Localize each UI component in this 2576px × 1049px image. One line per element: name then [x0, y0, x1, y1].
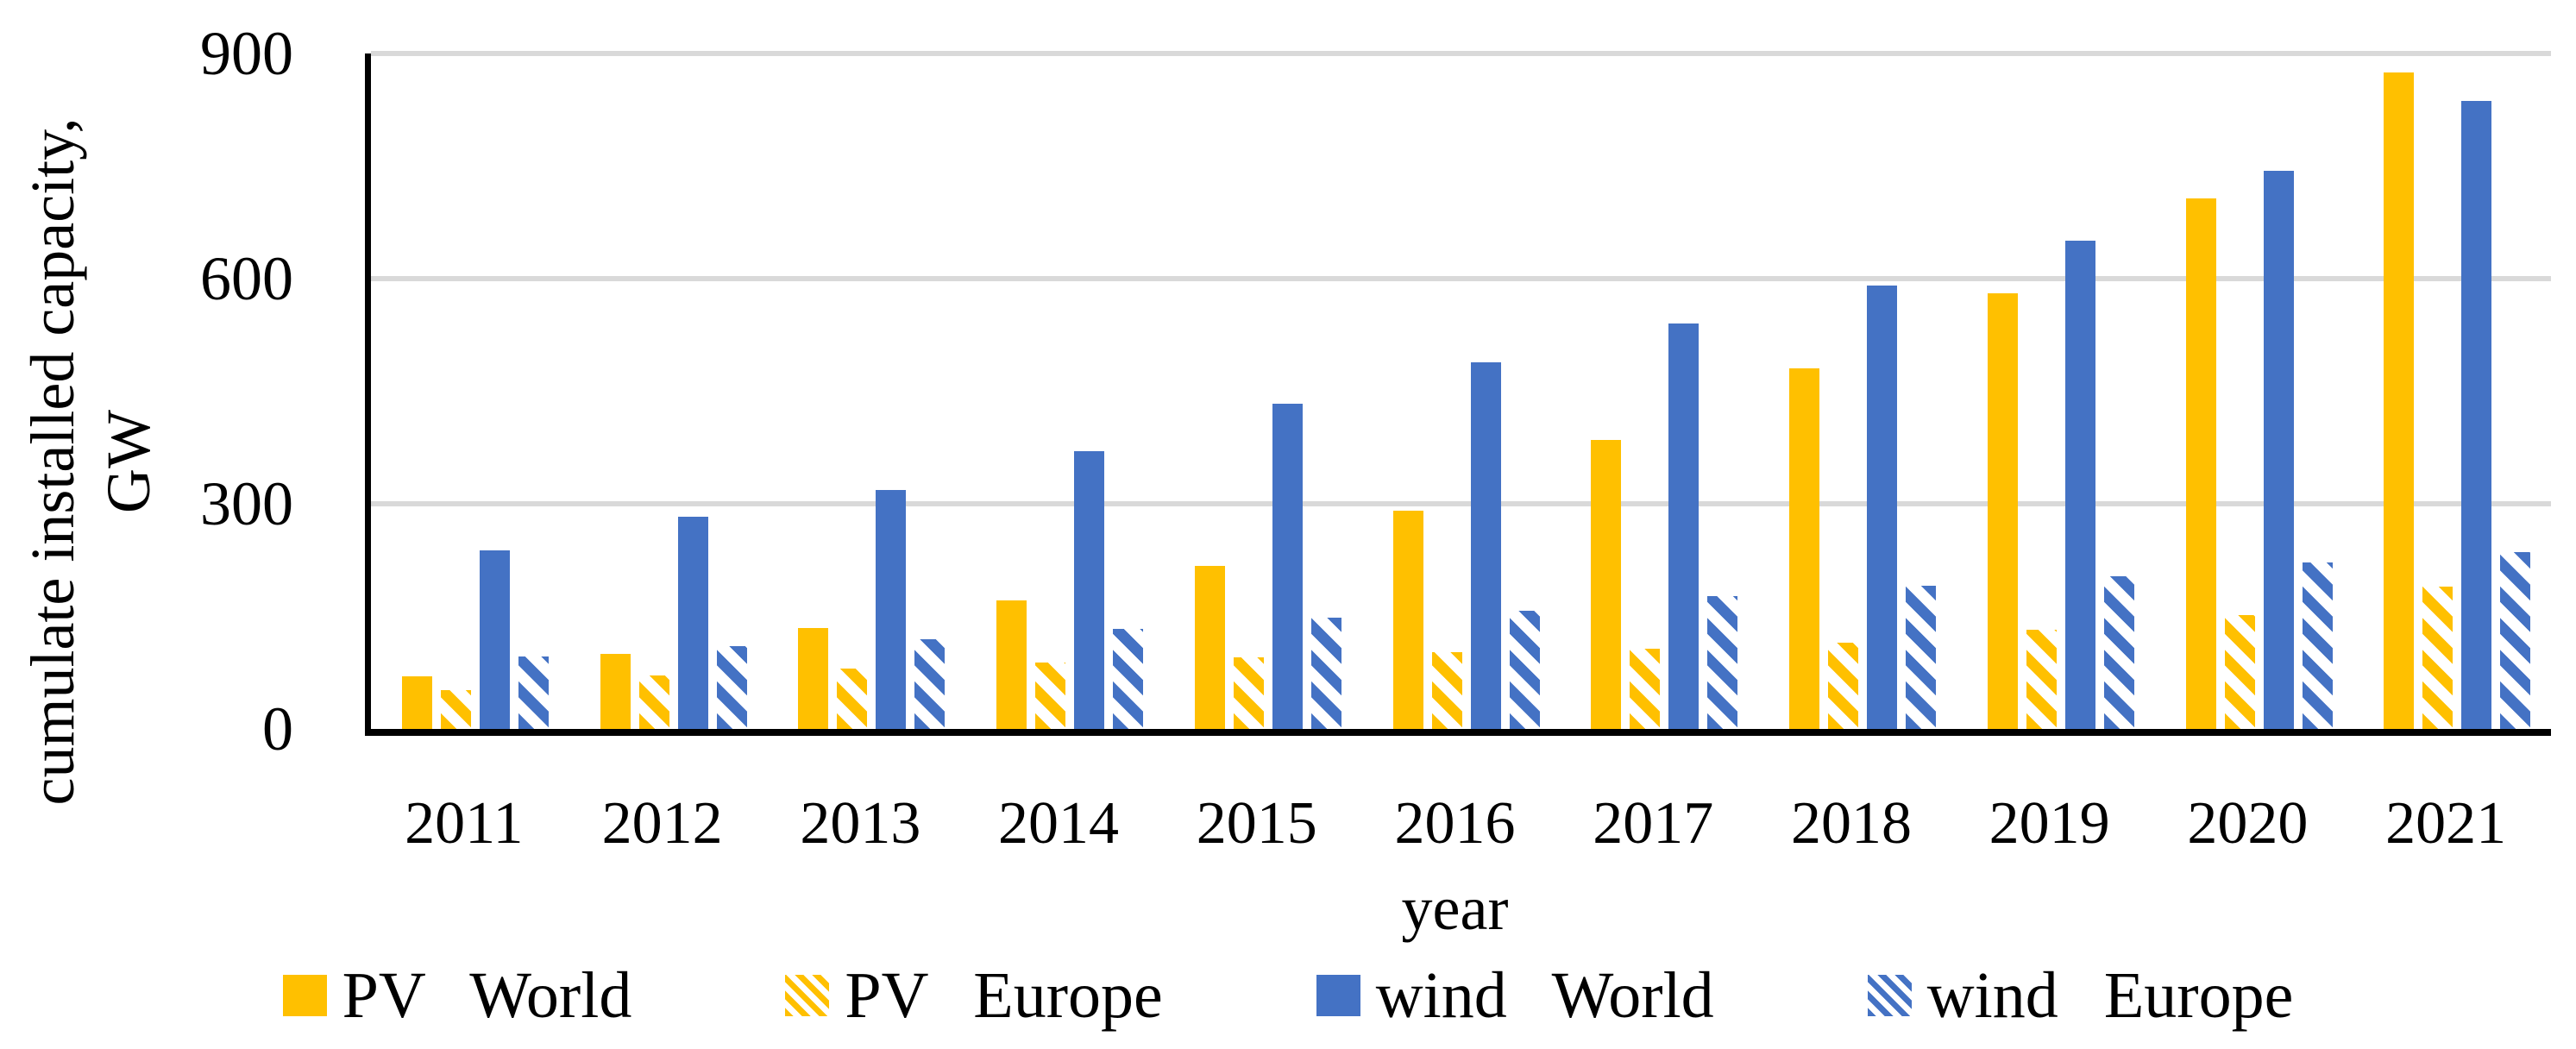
x-axis-title: year	[1401, 874, 1509, 943]
y-tick-label-0: 0	[262, 694, 293, 763]
bar-2015-wind-europe	[1310, 618, 1341, 729]
bar-2021-pv-europe	[2422, 587, 2453, 729]
bar-2013-pv-europe	[837, 669, 868, 729]
bar-2015-pv-europe	[1233, 657, 1264, 729]
bar-2017-wind-world	[1668, 323, 1700, 729]
bar-2019-pv-world	[1987, 293, 2018, 729]
x-tick-label-2018: 2018	[1790, 790, 1912, 857]
gridline-600	[371, 276, 2551, 281]
bar-2020-pv-world	[2185, 198, 2216, 729]
bar-2012-wind-europe	[716, 646, 747, 729]
x-tick-label-2013: 2013	[800, 790, 921, 857]
legend-swatch-icon	[282, 975, 327, 1016]
bar-2014-wind-world	[1074, 451, 1105, 729]
bar-2018-pv-world	[1789, 368, 1820, 729]
bar-2017-pv-europe	[1630, 649, 1661, 729]
bar-2012-pv-europe	[638, 675, 669, 729]
legend-label: wind Europe	[1926, 959, 2294, 1032]
x-tick-label-2011: 2011	[405, 790, 524, 857]
legend-swatch-icon	[785, 975, 830, 1016]
bar-2011-pv-world	[402, 676, 432, 729]
bar-2018-wind-world	[1867, 286, 1898, 729]
legend-item-pv-europe: PV Europe	[785, 956, 1163, 1035]
bar-2019-wind-europe	[2103, 576, 2134, 729]
bar-2013-wind-europe	[914, 639, 946, 729]
legend-label: PV Europe	[845, 959, 1163, 1032]
bar-2021-wind-europe	[2500, 552, 2531, 729]
gridline-900	[371, 51, 2551, 56]
legend-item-wind-world: wind World	[1316, 956, 1714, 1035]
bar-2013-wind-world	[876, 490, 907, 729]
bar-2018-pv-europe	[1828, 643, 1859, 729]
chart-legend: PV World PV Europe wind World wind Europe	[0, 956, 2576, 1035]
bar-2021-wind-world	[2461, 101, 2492, 729]
bar-2017-wind-europe	[1707, 596, 1738, 729]
bar-2016-wind-europe	[1509, 611, 1540, 729]
x-tick-label-2015: 2015	[1196, 790, 1317, 857]
x-tick-label-2020: 2020	[2187, 790, 2309, 857]
bar-2011-wind-europe	[518, 656, 549, 729]
bar-2014-wind-europe	[1113, 629, 1144, 729]
bar-2012-pv-world	[600, 654, 631, 729]
x-tick-label-2014: 2014	[998, 790, 1120, 857]
x-tick-label-2017: 2017	[1593, 790, 1714, 857]
bar-2016-pv-world	[1392, 511, 1423, 729]
bar-2011-pv-europe	[441, 690, 471, 729]
bar-2012-wind-world	[677, 517, 708, 729]
y-tick-label-900: 900	[200, 19, 293, 88]
legend-label: PV World	[342, 959, 632, 1032]
bar-2013-pv-world	[798, 628, 829, 729]
x-tick-label-2021: 2021	[2385, 790, 2507, 857]
y-tick-label-600: 600	[200, 244, 293, 313]
bar-2020-wind-world	[2263, 171, 2294, 729]
bar-2016-wind-world	[1470, 362, 1501, 729]
legend-item-wind-europe: wind Europe	[1867, 956, 2294, 1035]
legend-swatch-icon	[1316, 975, 1360, 1016]
x-tick-label-2012: 2012	[601, 790, 723, 857]
bar-2014-pv-europe	[1035, 663, 1066, 729]
bar-2020-wind-europe	[2302, 562, 2333, 729]
bar-2018-wind-europe	[1906, 586, 1937, 729]
bar-2019-wind-world	[2064, 241, 2095, 729]
bar-2014-pv-world	[996, 600, 1027, 729]
plot-area	[365, 51, 2551, 736]
x-tick-label-2019: 2019	[1989, 790, 2110, 857]
bar-2020-pv-europe	[2224, 615, 2255, 729]
legend-swatch-icon	[1867, 975, 1912, 1016]
bar-2019-pv-europe	[2026, 630, 2057, 729]
bar-2017-pv-world	[1591, 440, 1622, 729]
bar-2011-wind-world	[480, 550, 510, 729]
legend-label: wind World	[1375, 959, 1714, 1032]
bar-2015-pv-world	[1194, 566, 1225, 729]
bar-2015-wind-world	[1272, 404, 1303, 729]
y-tick-label-300: 300	[200, 469, 293, 538]
x-tick-label-2016: 2016	[1394, 790, 1516, 857]
bar-2016-pv-europe	[1431, 652, 1462, 729]
legend-item-pv-world: PV World	[282, 956, 632, 1035]
bar-2021-pv-world	[2384, 72, 2415, 729]
gridline-300	[371, 501, 2551, 506]
